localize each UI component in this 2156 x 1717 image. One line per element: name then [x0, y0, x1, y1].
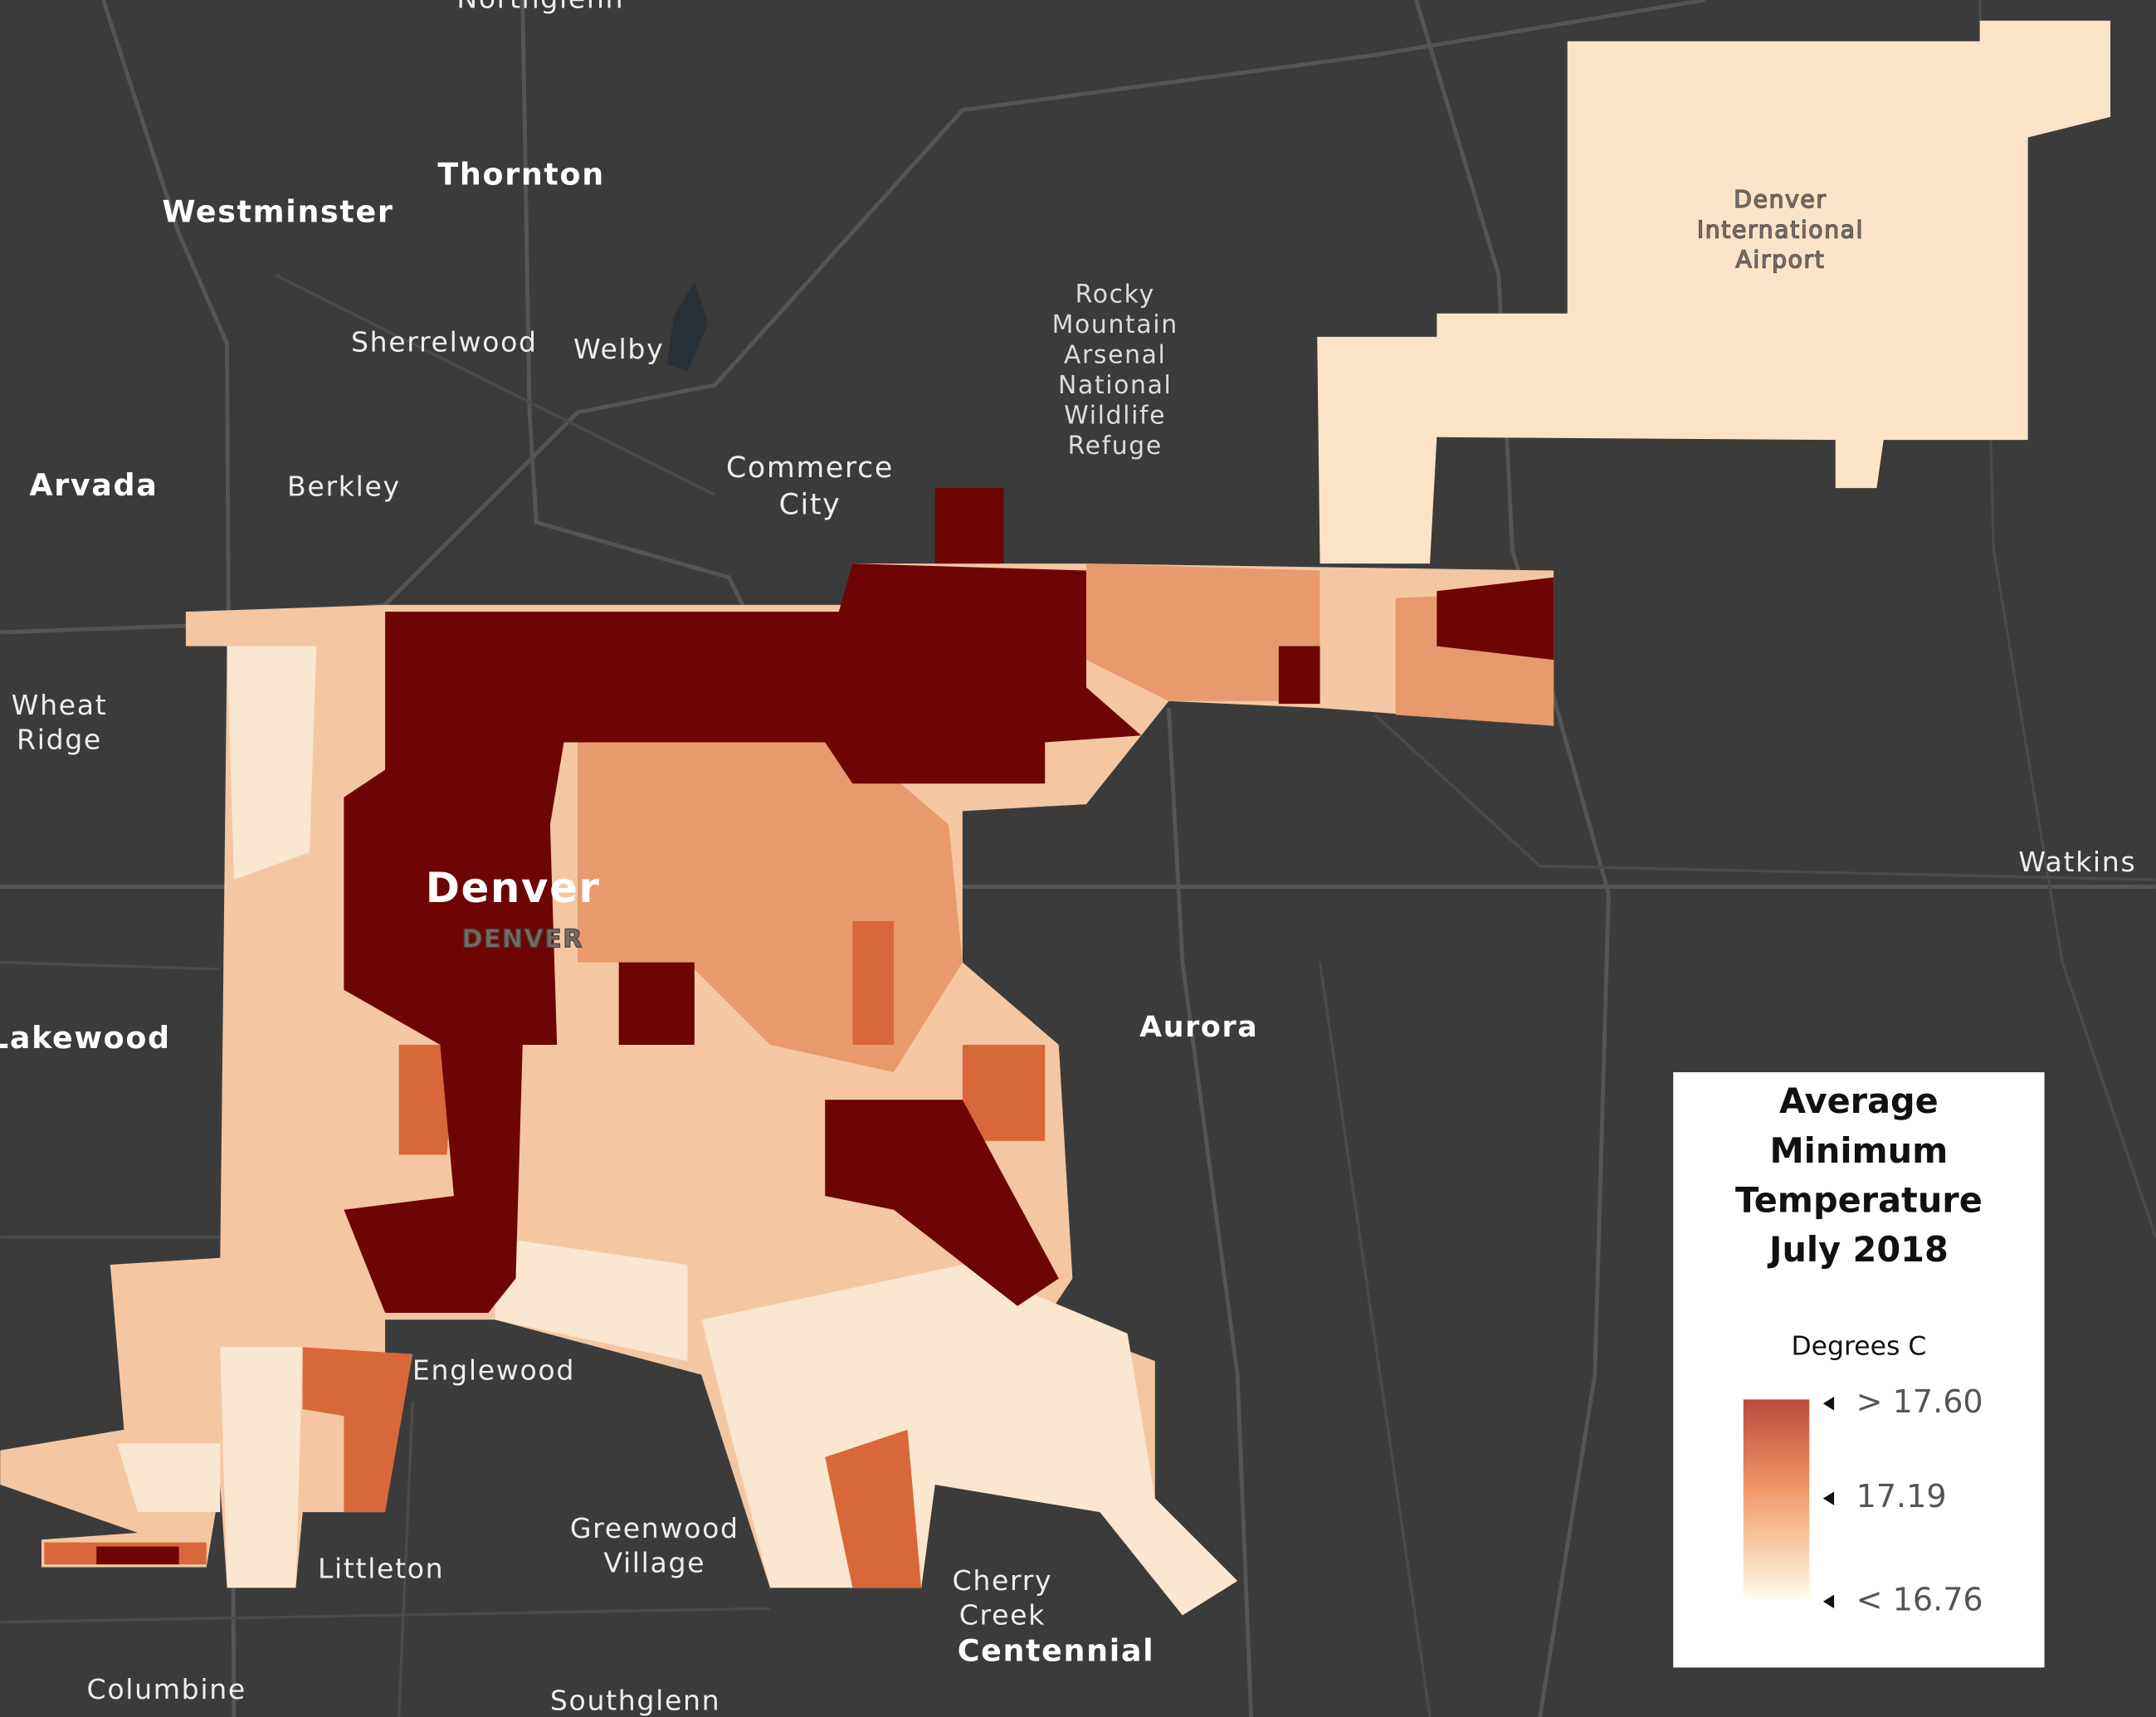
- legend-title: Average: [1779, 1081, 1939, 1121]
- place-label: Englewood: [412, 1354, 575, 1387]
- place-label: Wheat: [12, 689, 108, 721]
- legend-pointer: [1822, 1594, 1835, 1609]
- place-label: Sherrelwood: [351, 326, 538, 359]
- place-label: Airport: [1735, 246, 1825, 274]
- legend-stop-label: 17.19: [1856, 1478, 1947, 1515]
- legend-title: Minimum: [1769, 1131, 1948, 1171]
- place-label: Centennial: [958, 1633, 1155, 1669]
- place-label: Village: [603, 1547, 705, 1579]
- place-label: Arsenal: [1064, 341, 1167, 370]
- tract: [117, 646, 1238, 1616]
- legend-title: Temperature: [1735, 1180, 1983, 1220]
- legend-unit: Degrees C: [1791, 1331, 1926, 1361]
- place-label: Wildlife: [1064, 401, 1166, 430]
- legend-box: [1673, 1072, 2045, 1668]
- place-label: Denver: [426, 864, 601, 912]
- place-label: Northglenn: [456, 0, 624, 15]
- place-label: DENVER: [462, 925, 583, 954]
- choropleth: [0, 20, 2111, 1616]
- legend-pointer: [1822, 1397, 1835, 1411]
- legend-stop-label: > 17.60: [1856, 1383, 1983, 1420]
- place-label: City: [779, 489, 841, 522]
- place-label: Creek: [959, 1599, 1046, 1632]
- legend-stop-label: < 16.76: [1856, 1581, 1983, 1617]
- place-label: Arvada: [29, 467, 158, 503]
- place-label: Denver: [1734, 186, 1827, 213]
- legend-title: July 2018: [1767, 1230, 1949, 1270]
- place-label: Berkley: [287, 471, 401, 503]
- place-label: Littleton: [318, 1552, 444, 1584]
- place-label: Thornton: [437, 157, 604, 193]
- place-label: Watkins: [2018, 846, 2136, 878]
- place-label: International: [1697, 216, 1864, 243]
- tract: [96, 488, 1554, 1565]
- place-label: Greenwood: [570, 1512, 739, 1544]
- place-label: Cherry: [953, 1564, 1053, 1597]
- place-label: Westminster: [162, 193, 393, 229]
- legend-pointer: [1822, 1491, 1835, 1505]
- place-label: Columbine: [87, 1673, 246, 1705]
- place-label: Ridge: [17, 723, 102, 755]
- place-label: Rocky: [1076, 280, 1155, 310]
- place-label: Aurora: [1139, 1011, 1258, 1044]
- place-label: Welby: [573, 333, 664, 365]
- place-label: Commerce: [726, 451, 894, 485]
- legend: Average Minimum Temperature July 2018 Degre…: [1673, 1072, 2045, 1668]
- place-label: Southglenn: [550, 1684, 720, 1716]
- place-label: Mountain: [1052, 310, 1178, 339]
- legend-gradient: [1743, 1399, 1810, 1599]
- place-label: National: [1058, 371, 1172, 400]
- airport-area: [1317, 20, 2111, 564]
- place-label: Lakewood: [0, 1020, 171, 1056]
- place-label: Refuge: [1068, 432, 1163, 461]
